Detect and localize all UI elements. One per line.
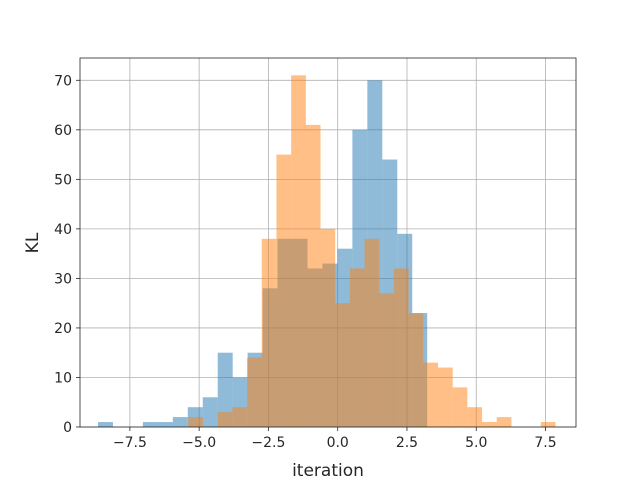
histogram-bar <box>540 422 556 427</box>
histogram-bar <box>335 303 350 427</box>
histogram-bar <box>423 362 439 427</box>
y-axis-ticks: 0 10 20 30 40 50 60 70 <box>54 73 80 436</box>
histogram-bar <box>496 417 512 427</box>
y-tick-label: 10 <box>54 370 72 386</box>
histogram-bar <box>349 268 365 427</box>
plot-frame <box>79 57 577 428</box>
x-tick-label: 7.5 <box>534 435 556 451</box>
histogram-bar <box>305 124 321 427</box>
x-tick-label: −5.0 <box>182 435 216 451</box>
histogram-series-2 <box>188 75 556 427</box>
histogram-bar <box>276 154 292 427</box>
histogram-bar <box>320 228 336 427</box>
histogram-bar <box>364 238 380 427</box>
y-tick-label: 70 <box>54 73 72 89</box>
histogram-bar <box>438 367 453 427</box>
histogram-bar <box>452 387 468 427</box>
histogram-bar <box>172 417 188 427</box>
y-tick-label: 60 <box>54 123 72 139</box>
histogram-bars <box>98 75 556 428</box>
histogram-bar <box>217 412 233 427</box>
histogram-bar <box>393 268 409 427</box>
y-tick-label: 50 <box>54 172 72 188</box>
histogram-bar <box>142 422 158 427</box>
histogram-bar <box>408 313 424 427</box>
x-tick-label: 0.0 <box>327 435 349 451</box>
histogram-bar <box>379 293 394 427</box>
histogram-bar <box>157 422 173 427</box>
histogram-bar <box>291 75 306 427</box>
y-tick-label: 0 <box>63 420 72 436</box>
histogram-bar <box>247 357 262 427</box>
histogram-bar <box>261 238 277 427</box>
histogram-bar <box>232 407 248 427</box>
y-tick-label: 30 <box>54 271 72 287</box>
y-tick-label: 40 <box>54 222 72 238</box>
histogram-bar <box>98 422 113 427</box>
x-axis-label: iteration <box>292 461 364 480</box>
x-axis-ticks: −7.5 −5.0 −2.5 0.0 2.5 5.0 7.5 <box>113 427 557 451</box>
y-tick-label: 20 <box>54 321 72 337</box>
histogram-bar <box>217 352 233 427</box>
x-tick-label: −7.5 <box>113 435 147 451</box>
histogram-bar <box>202 397 218 427</box>
histogram-bar <box>467 407 483 427</box>
x-tick-label: −2.5 <box>251 435 285 451</box>
histogram-bar <box>482 422 497 427</box>
x-tick-label: 2.5 <box>396 435 418 451</box>
x-tick-label: 5.0 <box>465 435 487 451</box>
histogram-bar <box>188 417 204 427</box>
y-axis-label: KL <box>23 232 43 253</box>
